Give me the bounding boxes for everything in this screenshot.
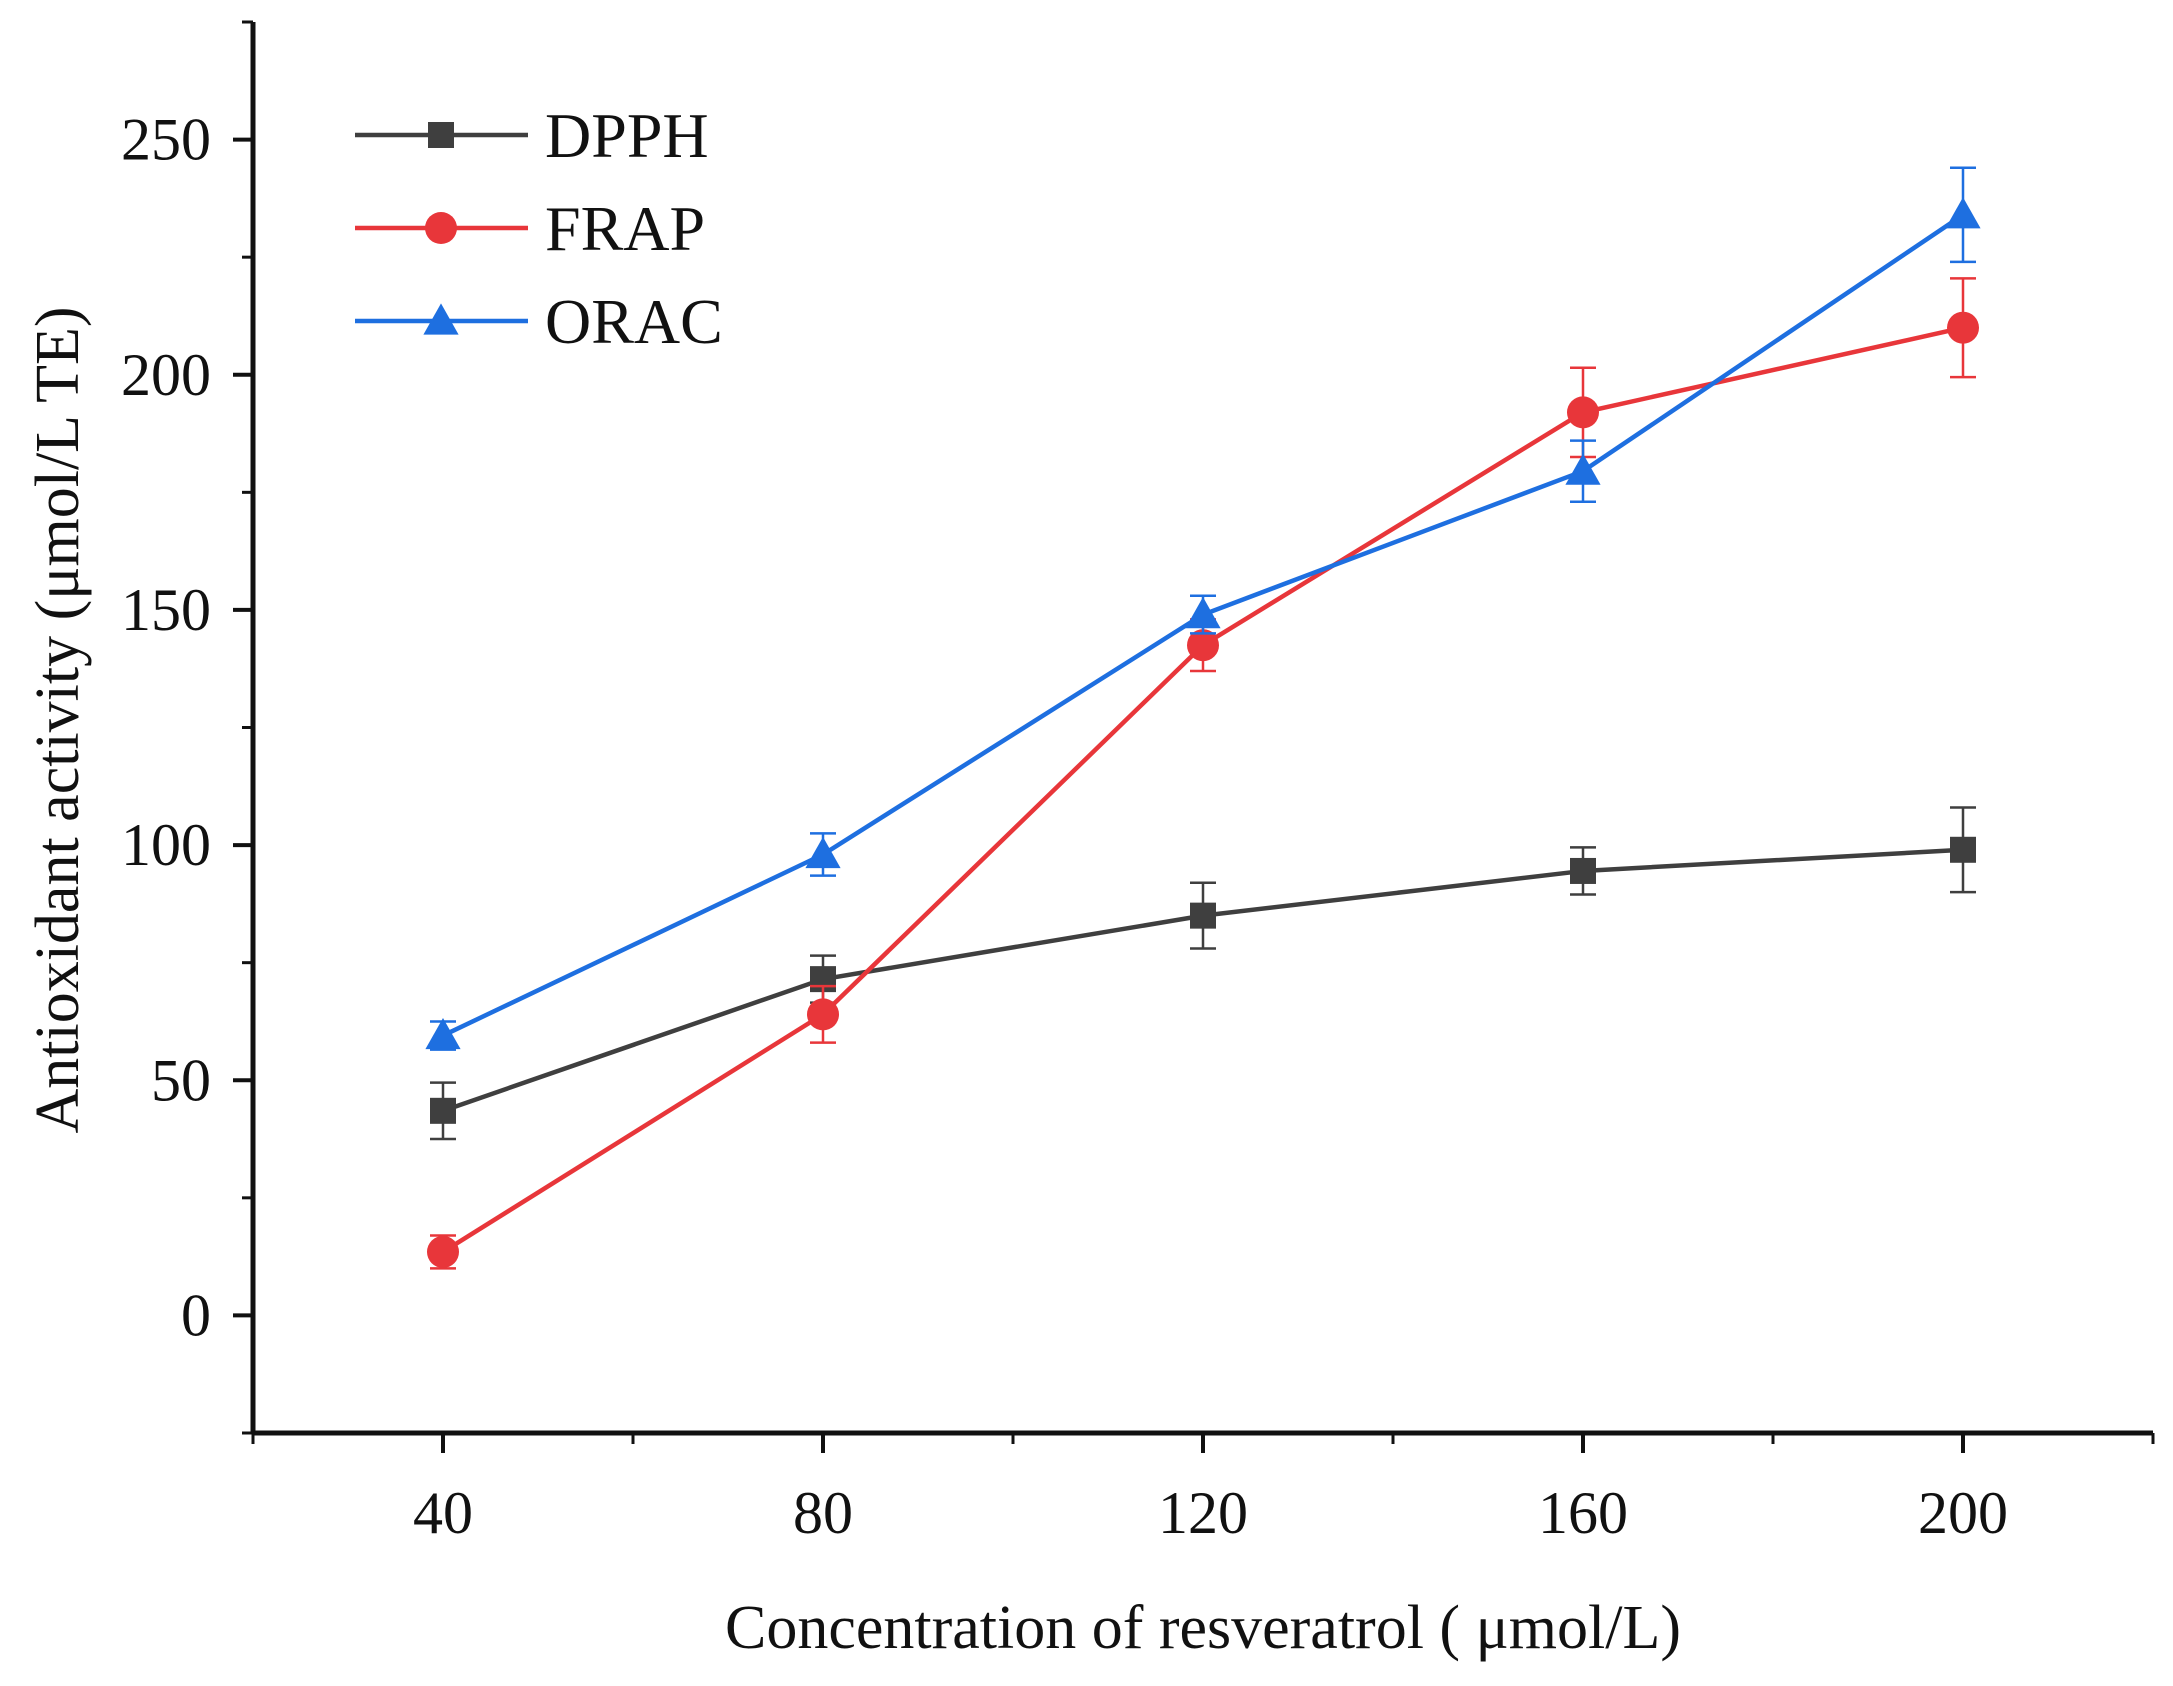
y-tick-label: 200 <box>121 342 211 408</box>
circle-marker <box>1567 396 1599 429</box>
legend-label: DPPH <box>545 100 709 171</box>
triangle-marker <box>1185 597 1221 629</box>
x-axis-title: Concentration of resveratrol ( μmol/L) <box>725 1594 1681 1662</box>
axes: 0 50 100 150 200 250 40 80 120 160 200 <box>121 20 2155 1546</box>
y-tick-label: 50 <box>151 1047 211 1113</box>
circle-marker <box>425 212 457 244</box>
series-orac <box>425 166 1981 1051</box>
square-marker <box>1190 902 1216 929</box>
legend-label: ORAC <box>545 286 723 357</box>
legend: DPPH FRAP ORAC <box>355 100 723 357</box>
series-dpph <box>430 806 1976 1141</box>
y-tick-label: 250 <box>121 107 211 173</box>
triangle-marker <box>423 303 459 335</box>
y-tick-label: 100 <box>121 812 211 878</box>
y-tick-label: 150 <box>121 577 211 643</box>
series-frap <box>427 277 1979 1270</box>
series-line-frap <box>441 325 1964 1254</box>
series-layer <box>425 166 1981 1270</box>
x-tick-label: 40 <box>413 1480 473 1546</box>
x-tick-label: 200 <box>1918 1480 2008 1546</box>
x-tick-label: 160 <box>1538 1480 1628 1546</box>
circle-marker <box>1187 629 1219 662</box>
triangle-marker <box>425 1017 461 1050</box>
y-axis-title: Antioxidant activity (μmol/L TE) <box>24 306 92 1133</box>
x-tick-label: 120 <box>1158 1480 1248 1546</box>
circle-marker <box>807 998 839 1031</box>
square-marker <box>428 122 454 148</box>
triangle-marker <box>1945 197 1981 229</box>
circle-marker <box>1947 311 1979 344</box>
triangle-marker <box>805 836 841 869</box>
triangle-marker <box>1565 453 1601 485</box>
x-tick-label: 80 <box>793 1480 853 1546</box>
legend-item-dpph: DPPH <box>355 100 709 171</box>
square-marker <box>1570 857 1596 884</box>
legend-item-frap: FRAP <box>355 193 705 264</box>
square-marker <box>1950 836 1976 863</box>
legend-label: FRAP <box>545 193 705 264</box>
y-tick-label: 0 <box>181 1282 211 1348</box>
circle-marker <box>427 1235 459 1268</box>
square-marker <box>430 1097 456 1124</box>
legend-item-orac: ORAC <box>355 286 723 357</box>
